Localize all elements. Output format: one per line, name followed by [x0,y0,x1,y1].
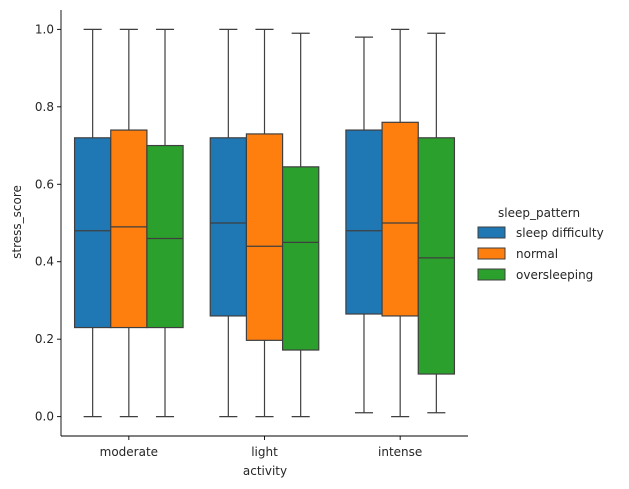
legend-swatch [477,247,506,260]
legend-item: sleep difficulty [477,226,604,240]
legend-item: oversleeping [477,268,593,282]
legend-swatch [477,226,506,239]
legend-item: normal [477,247,558,261]
legend-label: oversleeping [516,268,593,282]
box-body [281,166,320,351]
y-axis-label: stress_score [10,185,24,259]
x-axis-label: activity [243,464,287,478]
y-tick-label: 0.4 [35,255,54,269]
legend-swatch [477,268,506,281]
box-body [110,129,148,329]
legend: sleep_pattern sleep difficulty normal over… [477,206,604,282]
x-axis: moderate light intense [61,435,468,459]
legend-label: normal [516,247,558,261]
box-body [146,144,184,329]
box-body [209,137,248,317]
box-body [417,137,456,375]
y-axis: 0.0 0.2 0.4 0.6 0.8 1.0 [35,10,62,436]
legend-title: sleep_pattern [498,206,580,220]
box-body [73,137,112,329]
x-tick-label: moderate [100,445,158,459]
y-tick-label: 0.8 [35,100,54,114]
box-body [245,133,284,341]
y-tick-label: 0.0 [35,410,54,424]
box-normal-light [245,28,284,418]
box-normal-moderate [110,28,148,418]
y-tick-label: 0.2 [35,332,54,346]
box-oversleeping-light [281,32,320,418]
plot-area [73,28,456,418]
box-body [381,121,419,317]
box-normal-intense [381,28,419,418]
legend-label: sleep difficulty [516,226,604,240]
box-sleep-difficulty-intense [345,36,383,414]
box-oversleeping-moderate [146,28,184,418]
box-body [345,129,383,315]
y-tick-label: 1.0 [35,22,54,36]
box-oversleeping-intense [417,32,456,414]
x-tick-label: light [251,445,278,459]
y-tick-label: 0.6 [35,177,54,191]
box-sleep-difficulty-moderate [73,28,112,418]
box-sleep-difficulty-light [209,28,248,418]
x-tick-label: intense [378,445,422,459]
